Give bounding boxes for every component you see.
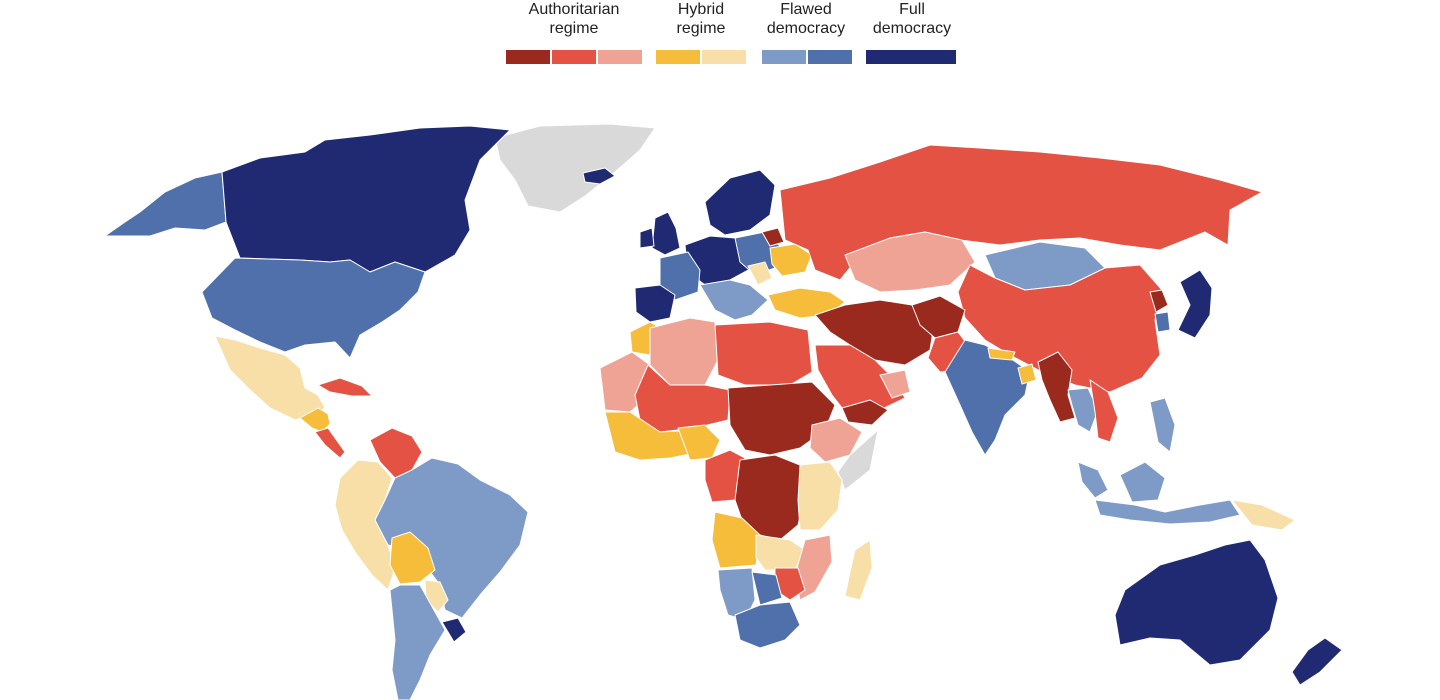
legend-swatches-hybrid [656, 50, 746, 64]
region-borneo [1119, 461, 1166, 503]
swatch-hybrid-light [702, 50, 746, 64]
legend-label-authoritarian: Authoritarian regime [528, 1, 620, 37]
region-italy-balkans [699, 279, 769, 321]
region-iberia [634, 284, 676, 323]
region-belarus [761, 227, 785, 247]
region-botswana [751, 571, 783, 606]
region-usa [201, 257, 426, 359]
region-uruguay [441, 617, 467, 643]
region-southern-cone [389, 584, 446, 700]
legend-label-hybrid: Hybrid regime [676, 1, 726, 37]
region-scandinavia [704, 169, 776, 236]
swatch-flawed-dark [808, 50, 852, 64]
region-hungary-serbia [747, 261, 773, 286]
region-madagascar [844, 539, 873, 601]
swatch-authoritarian-light [598, 50, 642, 64]
region-nigeria [677, 424, 721, 461]
region-arabia [814, 344, 906, 419]
region-kazakhstan [844, 231, 976, 293]
region-middle-east [814, 299, 936, 366]
region-iceland [582, 167, 616, 185]
region-bangladesh [1017, 363, 1037, 385]
region-indonesia [1094, 499, 1241, 525]
legend-swatches-full [866, 50, 956, 64]
region-angola [711, 511, 761, 569]
legend-swatches-authoritarian [506, 50, 642, 64]
region-central-america [299, 407, 331, 433]
region-ireland [639, 227, 655, 249]
region-canada [221, 125, 511, 273]
region-brazil [374, 457, 529, 619]
swatch-authoritarian-mid [552, 50, 596, 64]
legend: Authoritarian regime Hybrid regime Flawe… [0, 0, 1440, 70]
region-drc [734, 454, 806, 541]
legend-label-full: Full democracy [872, 1, 952, 37]
region-thailand [1067, 387, 1099, 433]
region-libya-egypt [714, 321, 813, 386]
region-japan [1177, 269, 1213, 339]
region-venezuela [369, 427, 423, 479]
region-india [944, 339, 1031, 456]
region-algeria [649, 317, 719, 386]
region-somalia [837, 429, 879, 491]
region-cuba [317, 377, 373, 397]
region-philippines [1149, 397, 1176, 453]
swatch-flawed-light [762, 50, 806, 64]
legend-swatches-flawed [762, 50, 852, 64]
legend-label-flawed: Flawed democracy [766, 1, 846, 37]
region-greenland [494, 123, 656, 213]
region-myanmar [1037, 351, 1076, 423]
region-new-zealand [1291, 637, 1343, 686]
region-australia [1114, 539, 1279, 666]
region-png [1231, 499, 1296, 531]
region-china [957, 264, 1163, 393]
region-mexico [214, 335, 326, 421]
region-east-africa [797, 461, 843, 531]
region-central-america-south [314, 427, 346, 459]
region-oman [879, 369, 911, 399]
region-malaysia [1077, 461, 1109, 499]
region-uk [651, 211, 681, 256]
swatch-authoritarian-dark [506, 50, 550, 64]
region-bolivia [389, 531, 436, 585]
region-north-korea [1149, 289, 1169, 313]
region-south-africa [734, 601, 801, 649]
region-yemen [841, 399, 889, 426]
swatch-full [866, 50, 956, 64]
region-nepal [987, 347, 1016, 361]
swatch-hybrid-dark [656, 50, 700, 64]
region-vietnam-laos [1089, 379, 1119, 443]
region-mali-niger [634, 364, 731, 433]
region-south-korea [1154, 311, 1171, 333]
region-alaska [104, 171, 227, 237]
